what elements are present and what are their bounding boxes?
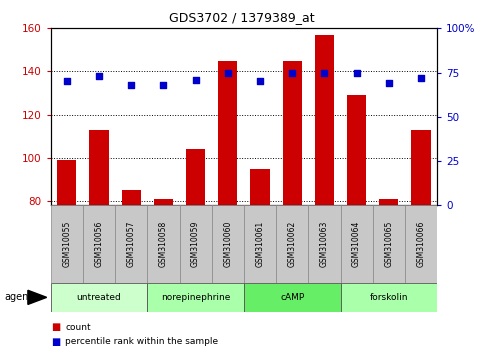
Text: GSM310064: GSM310064: [352, 221, 361, 268]
Bar: [115, 205, 147, 283]
Point: [288, 70, 296, 75]
Bar: [51, 283, 147, 312]
Text: GSM310059: GSM310059: [191, 221, 200, 268]
Bar: [379, 199, 398, 205]
Bar: [373, 205, 405, 283]
Point: [224, 70, 232, 75]
Point: [417, 75, 425, 81]
Text: ■: ■: [51, 322, 60, 332]
Bar: [212, 205, 244, 283]
Bar: [186, 149, 205, 205]
Bar: [83, 205, 115, 283]
Bar: [283, 61, 302, 205]
Bar: [51, 205, 83, 283]
Bar: [244, 205, 276, 283]
Bar: [412, 130, 431, 205]
Bar: [154, 199, 173, 205]
Point: [128, 82, 135, 88]
Bar: [218, 61, 238, 205]
Text: GSM310062: GSM310062: [288, 221, 297, 267]
Point: [95, 73, 103, 79]
Point: [321, 70, 328, 75]
Bar: [244, 283, 341, 312]
Text: cAMP: cAMP: [280, 293, 304, 302]
Text: norepinephrine: norepinephrine: [161, 293, 230, 302]
Text: GSM310065: GSM310065: [384, 221, 393, 268]
Bar: [341, 205, 373, 283]
Bar: [315, 35, 334, 205]
Text: GSM310055: GSM310055: [62, 221, 71, 268]
Point: [192, 77, 199, 82]
Text: GSM310058: GSM310058: [159, 221, 168, 267]
Bar: [347, 95, 366, 205]
Polygon shape: [28, 290, 47, 304]
Bar: [405, 205, 437, 283]
Text: GSM310056: GSM310056: [95, 221, 103, 268]
Bar: [250, 169, 270, 205]
Bar: [57, 160, 76, 205]
Point: [353, 70, 360, 75]
Text: count: count: [65, 323, 91, 332]
Text: agent: agent: [5, 292, 33, 302]
Text: forskolin: forskolin: [369, 293, 408, 302]
Text: GSM310061: GSM310061: [256, 221, 265, 267]
Bar: [341, 283, 437, 312]
Text: GDS3702 / 1379389_at: GDS3702 / 1379389_at: [169, 11, 314, 24]
Text: untreated: untreated: [77, 293, 121, 302]
Bar: [180, 205, 212, 283]
Text: GSM310057: GSM310057: [127, 221, 136, 268]
Bar: [276, 205, 308, 283]
Text: GSM310066: GSM310066: [416, 221, 426, 268]
Text: ■: ■: [51, 337, 60, 347]
Text: GSM310060: GSM310060: [223, 221, 232, 268]
Bar: [308, 205, 341, 283]
Bar: [122, 190, 141, 205]
Bar: [147, 205, 180, 283]
Bar: [89, 130, 109, 205]
Point: [159, 82, 167, 88]
Point: [63, 79, 71, 84]
Text: percentile rank within the sample: percentile rank within the sample: [65, 337, 218, 346]
Bar: [147, 283, 244, 312]
Text: GSM310063: GSM310063: [320, 221, 329, 268]
Point: [385, 80, 393, 86]
Point: [256, 79, 264, 84]
